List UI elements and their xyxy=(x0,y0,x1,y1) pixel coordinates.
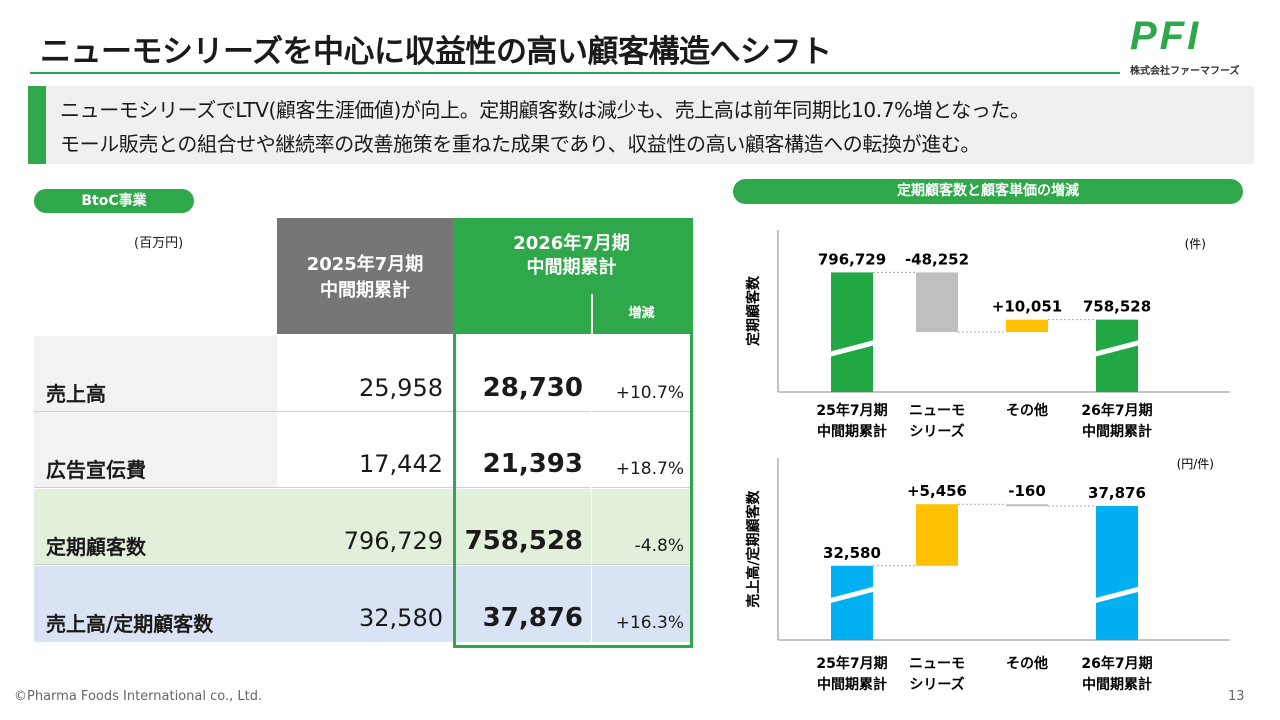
bar-value-label: -48,252 xyxy=(905,250,969,268)
table-row: 広告宣伝費 17,442 21,393 +18.7% xyxy=(34,412,690,488)
row-label: 売上高 xyxy=(34,336,277,412)
waterfall-bar xyxy=(1006,504,1048,507)
row-change: +16.3% xyxy=(591,566,690,642)
waterfall-bar xyxy=(1096,319,1138,392)
chart-unit: (件) xyxy=(1185,237,1206,251)
column-header-2026: 2026年7月期 中間期累計 xyxy=(453,218,690,294)
category-label: 26年7月期 xyxy=(1081,655,1152,672)
bar-value-label: 32,580 xyxy=(823,544,881,562)
customer-count-waterfall-chart: 定期顧客数(件)796,72925年7月期中間期累計-48,252ニューモシリー… xyxy=(745,230,1230,440)
page-title: ニューモシリーズを中心に収益性の高い顧客構造へシフト xyxy=(40,34,832,70)
row-value-2025: 796,729 xyxy=(277,489,453,565)
row-divider xyxy=(34,487,690,488)
bar-value-label: 758,528 xyxy=(1083,298,1151,316)
summary-line-2: モール販売との組合せや継続率の改善施策を重ねた成果であり、収益性の高い顧客構造へ… xyxy=(60,132,980,156)
segment-label-pill: BtoC事業 xyxy=(34,189,194,213)
row-label: 広告宣伝費 xyxy=(34,412,277,488)
column-header-2025: 2025年7月期 中間期累計 xyxy=(277,218,453,334)
chart-title-pill: 定期顧客数と顧客単価の増減 xyxy=(733,179,1243,204)
category-label: 中間期累計 xyxy=(817,423,887,440)
category-label: その他 xyxy=(1006,402,1048,419)
category-label: 中間期累計 xyxy=(1082,676,1152,693)
column-header-2026-value xyxy=(453,294,591,334)
waterfall-bar xyxy=(1096,506,1138,640)
page-number: 13 xyxy=(1228,689,1245,704)
axis-break-mark xyxy=(828,586,876,604)
column-header-change: 増減 xyxy=(593,294,690,334)
waterfall-bar xyxy=(916,504,958,566)
summary-accent-bar xyxy=(28,86,46,164)
waterfall-bar xyxy=(831,565,873,640)
bar-value-label: -160 xyxy=(1008,482,1046,500)
axis-break-mark xyxy=(1093,340,1141,357)
table-row: 定期顧客数 796,729 758,528 -4.8% xyxy=(34,489,690,565)
row-value-2025: 17,442 xyxy=(359,450,443,478)
category-label: 中間期累計 xyxy=(1082,423,1152,440)
waterfall-bar xyxy=(831,272,873,392)
category-label: シリーズ xyxy=(909,423,964,440)
summary-line-1: ニューモシリーズでLTV(顧客生涯価値)が向上。定期顧客数は減少も、売上高は前年… xyxy=(60,98,1030,122)
row-label: 売上高/定期顧客数 xyxy=(34,566,277,642)
row-change: +10.7% xyxy=(615,383,684,403)
bar-value-label: +5,456 xyxy=(907,482,967,500)
row-value-2026: 758,528 xyxy=(453,489,591,565)
column-divider xyxy=(591,294,592,646)
row-divider xyxy=(34,564,690,565)
row-value-2025: 32,580 xyxy=(277,566,453,642)
bar-value-label: 37,876 xyxy=(1088,484,1146,502)
category-label: 25年7月期 xyxy=(816,402,887,419)
column-header-2026-line1: 2026年7月期 xyxy=(513,233,630,254)
category-label: その他 xyxy=(1006,655,1048,672)
waterfall-bar xyxy=(1006,319,1048,333)
category-label: 25年7月期 xyxy=(816,655,887,672)
unit-price-waterfall-chart: 売上高/定期顧客数(円/件)32,58025年7月期中間期累計+5,456ニュー… xyxy=(745,457,1230,693)
table-row: 売上高/定期顧客数 32,580 37,876 +16.3% xyxy=(34,566,690,642)
category-label: 中間期累計 xyxy=(817,676,887,693)
y-axis-label: 定期顧客数 xyxy=(745,275,762,346)
category-label: ニューモ xyxy=(909,403,965,419)
company-logo: PFI 株式会社ファーマフーズ xyxy=(1126,14,1266,77)
row-value-2026: 28,730 xyxy=(482,373,583,403)
logo-mark: PFI xyxy=(1130,14,1202,58)
table-row: 売上高 25,958 28,730 +10.7% xyxy=(34,336,690,412)
y-axis-label: 売上高/定期顧客数 xyxy=(745,489,762,607)
axis-break-mark xyxy=(1093,586,1141,604)
row-label: 定期顧客数 xyxy=(34,489,277,565)
row-value-2025: 25,958 xyxy=(359,374,443,402)
column-header-2025-line2: 中間期累計 xyxy=(320,280,410,301)
category-label: 26年7月期 xyxy=(1081,402,1152,419)
column-header-2026-line2: 中間期累計 xyxy=(526,257,617,278)
table-unit: (百万円) xyxy=(134,236,184,251)
chart-unit: (円/件) xyxy=(1177,457,1214,471)
waterfall-bar xyxy=(916,272,958,333)
bar-value-label: +10,051 xyxy=(992,298,1062,316)
row-change: +18.7% xyxy=(615,459,684,479)
category-label: シリーズ xyxy=(909,676,964,693)
title-divider xyxy=(30,72,1120,74)
axis-break-mark xyxy=(828,340,876,357)
row-value-2026: 21,393 xyxy=(482,449,583,479)
copyright: ©Pharma Foods International co., Ltd. xyxy=(14,689,263,704)
category-label: ニューモ xyxy=(909,656,965,672)
row-change: -4.8% xyxy=(591,489,690,565)
logo-company-name: 株式会社ファーマフーズ xyxy=(1130,66,1240,77)
row-divider xyxy=(34,411,690,412)
column-header-2025-line1: 2025年7月期 xyxy=(306,254,424,275)
row-value-2026: 37,876 xyxy=(453,566,591,642)
bar-value-label: 796,729 xyxy=(818,250,886,268)
summary-box: ニューモシリーズでLTV(顧客生涯価値)が向上。定期顧客数は減少も、売上高は前年… xyxy=(28,86,1254,164)
